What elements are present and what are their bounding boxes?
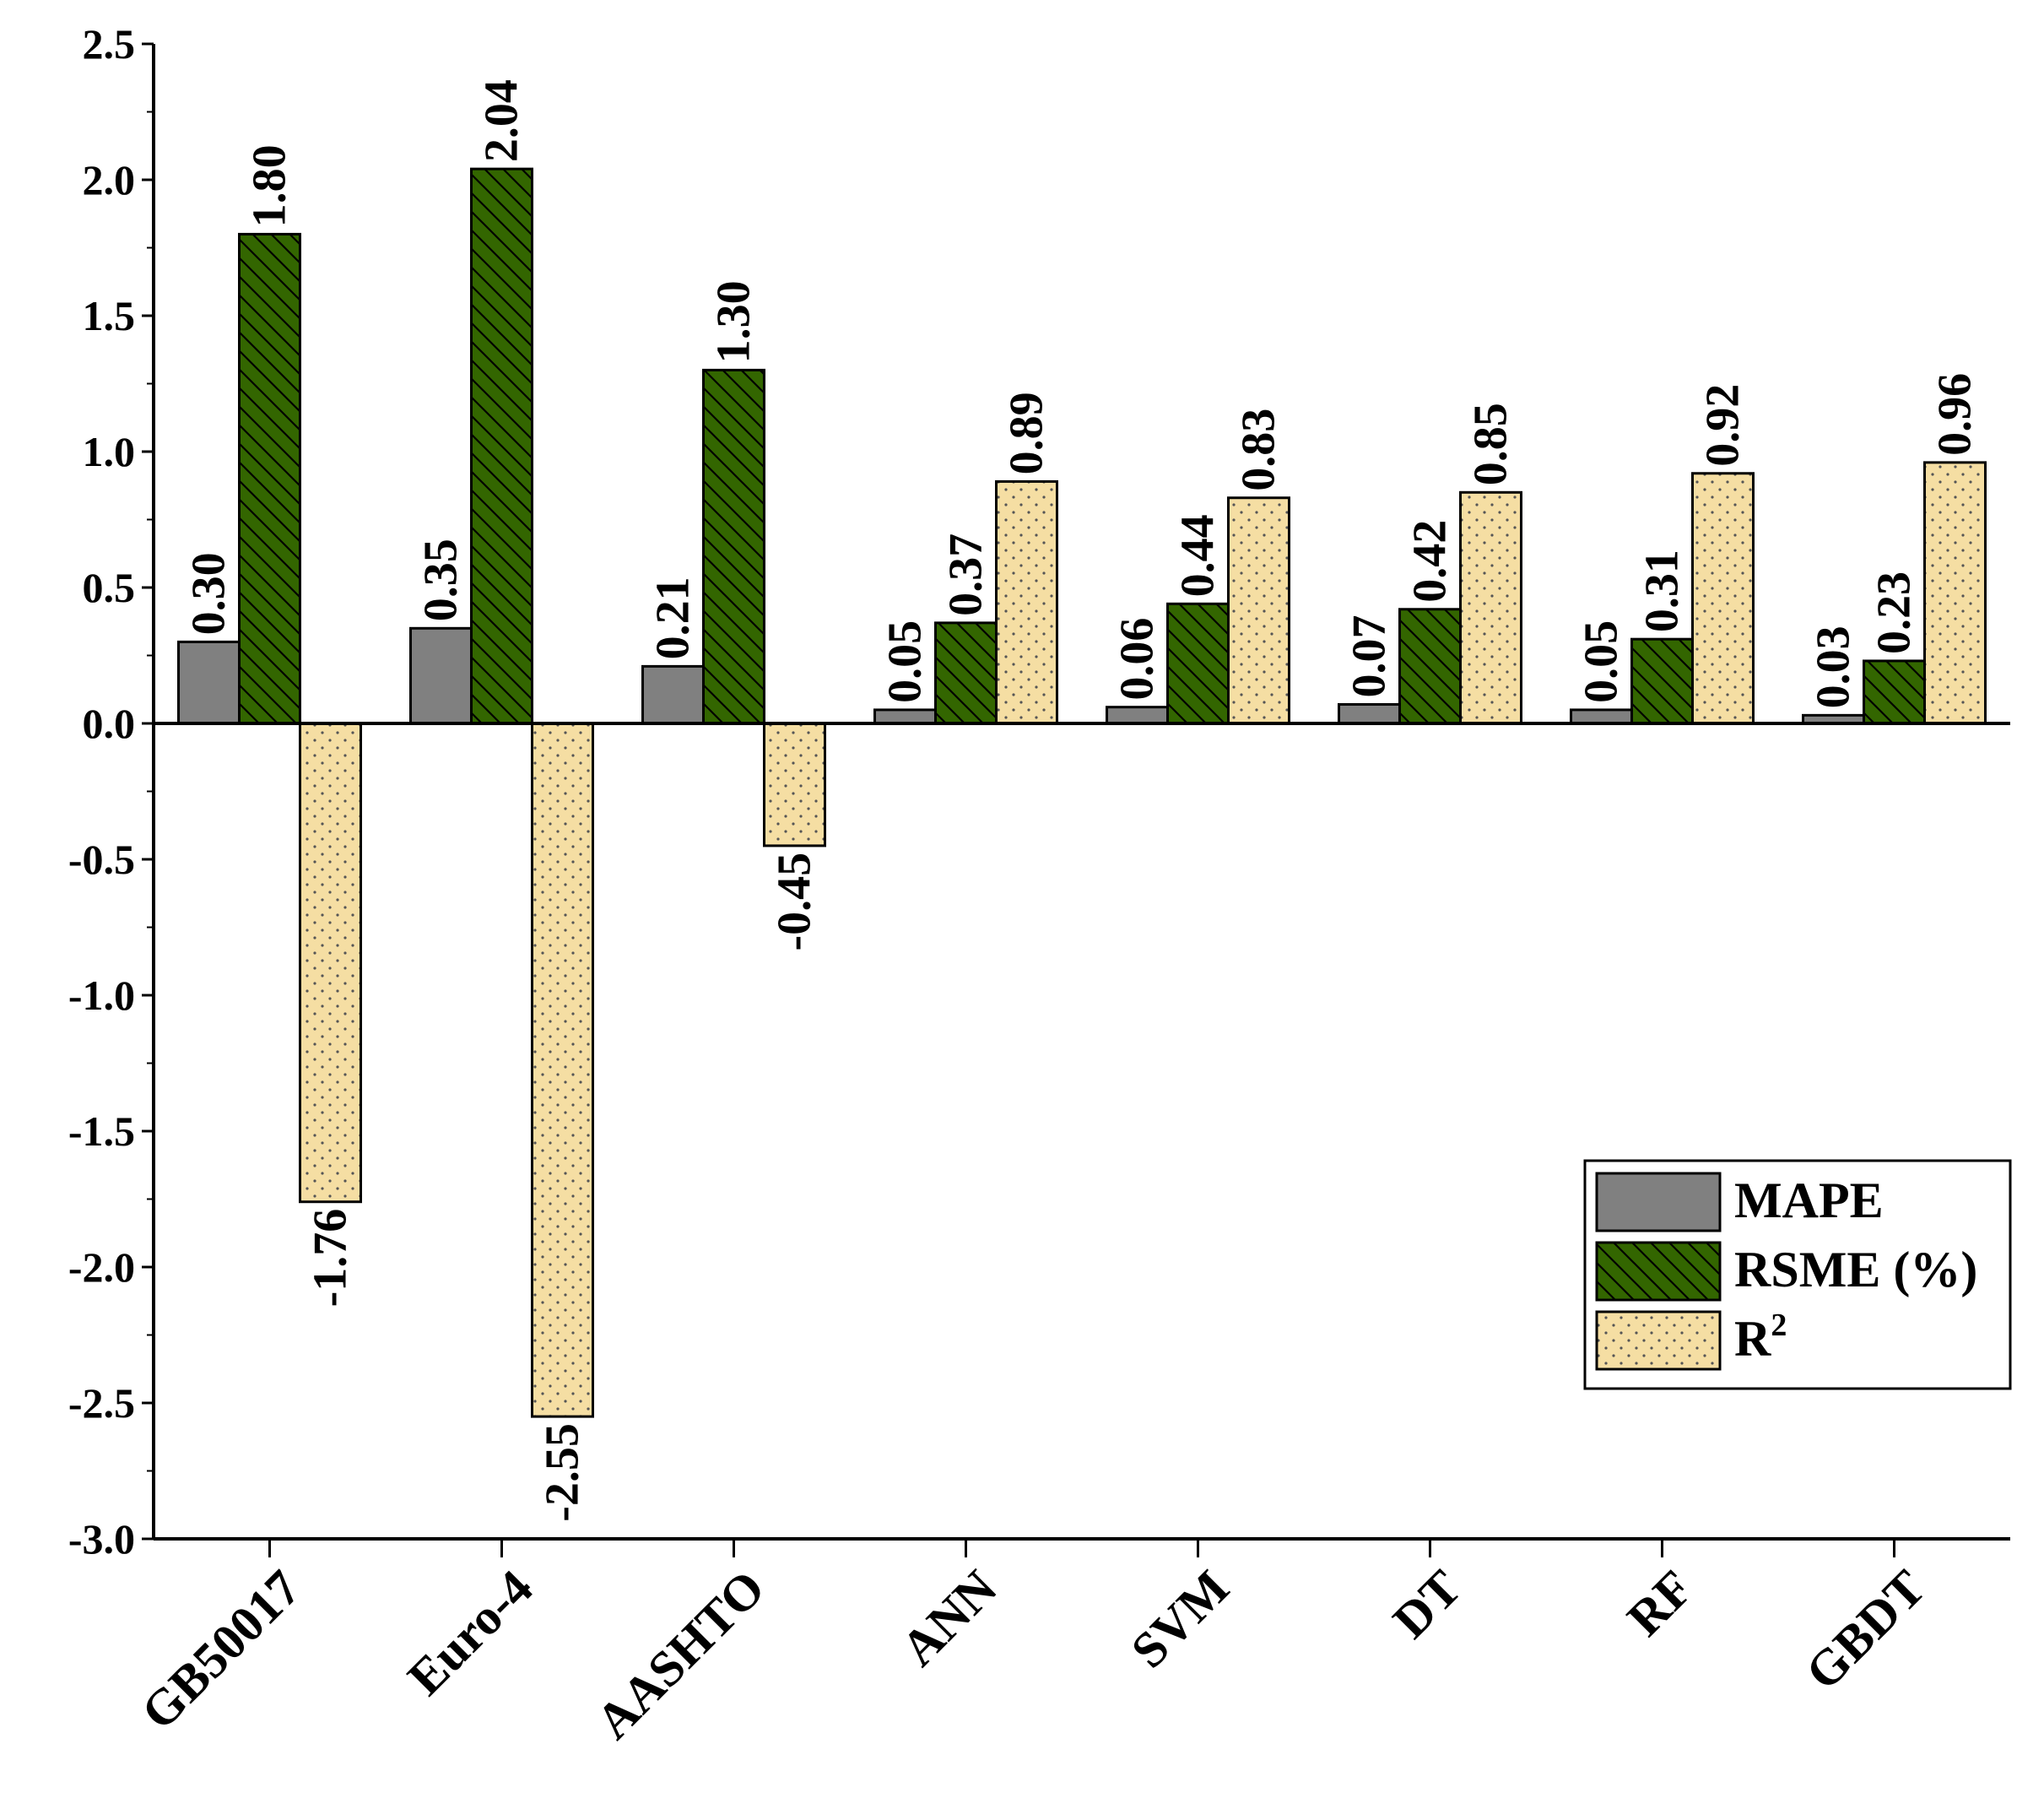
legend-swatch-rsme — [1595, 1241, 1722, 1302]
bar — [763, 722, 826, 848]
data-label: 0.03 — [1808, 626, 1860, 708]
bar — [299, 722, 362, 1204]
data-label: 0.30 — [183, 552, 235, 635]
bar — [1691, 472, 1755, 725]
bar — [238, 232, 301, 725]
data-label: 0.42 — [1404, 520, 1457, 603]
bar — [1338, 702, 1401, 725]
legend-label-r2-base: R — [1734, 1311, 1771, 1367]
bar — [409, 626, 473, 725]
data-label: 0.06 — [1111, 618, 1164, 701]
data-label: 0.05 — [1576, 620, 1628, 703]
y-tick-label: 2.5 — [83, 20, 136, 68]
x-tick-label: Euro-4 — [397, 1560, 543, 1706]
data-label: 0.37 — [940, 533, 992, 616]
data-label: 1.30 — [708, 280, 760, 363]
bar — [470, 167, 533, 725]
data-label: 0.85 — [1465, 403, 1517, 485]
data-label: 0.35 — [415, 539, 468, 621]
data-label: 0.05 — [879, 620, 932, 703]
value-labels: 0.30 1.80 -1.76 0.35 2.04 -2.55 0.21 1.30 -0.45 0… — [183, 79, 1982, 1522]
data-label: -1.76 — [305, 1209, 357, 1308]
bar — [1227, 496, 1290, 725]
bar — [1459, 490, 1522, 725]
bar — [1630, 637, 1694, 725]
x-tick-label: DT — [1382, 1560, 1472, 1649]
y-tick-label: -0.5 — [68, 836, 135, 883]
bar — [1106, 706, 1169, 725]
data-label: 1.80 — [244, 144, 296, 227]
x-tick-label: GBDT — [1795, 1560, 1936, 1701]
data-label: 0.44 — [1172, 514, 1225, 597]
data-label: 0.89 — [1001, 392, 1053, 474]
bar — [641, 664, 705, 725]
bar — [1398, 608, 1462, 725]
x-tick-label: GB50017 — [131, 1560, 311, 1741]
x-tick-label: ANN — [890, 1560, 1008, 1677]
x-tick-label: AASHTO — [586, 1560, 776, 1750]
data-label: -0.45 — [769, 853, 821, 951]
data-label: 0.07 — [1344, 615, 1396, 697]
legend-swatch-mape — [1595, 1172, 1722, 1232]
data-label: 0.83 — [1233, 409, 1285, 491]
y-tick-label: 2.0 — [83, 156, 136, 203]
y-tick-label: -2.0 — [68, 1243, 135, 1291]
data-label: 0.96 — [1929, 373, 1982, 456]
data-label: 0.21 — [647, 577, 700, 659]
legend-label-r2: R2 — [1734, 1308, 1787, 1367]
y-tick-label: -1.5 — [68, 1108, 135, 1155]
bar — [1570, 708, 1633, 725]
data-label: 0.31 — [1636, 550, 1689, 632]
y-tick-label: 1.0 — [83, 428, 136, 475]
data-label: 2.04 — [476, 79, 528, 162]
x-tick-label: SVM — [1121, 1560, 1240, 1679]
bar — [1166, 602, 1230, 725]
y-tick-label: -3.0 — [68, 1515, 135, 1562]
y-tick-label: 1.5 — [83, 292, 136, 339]
x-tick-label: RF — [1616, 1560, 1703, 1647]
y-tick-label: -2.5 — [68, 1379, 135, 1427]
data-label: -2.55 — [537, 1423, 589, 1522]
bar — [934, 621, 998, 725]
y-tick-label: -1.0 — [68, 972, 135, 1019]
bar — [702, 368, 765, 725]
y-tick-label: 0.0 — [83, 700, 136, 747]
legend-swatch-r2 — [1595, 1310, 1722, 1371]
bar — [531, 722, 594, 1418]
y-tick-label: 0.5 — [83, 564, 136, 611]
legend-label-r2-sup: 2 — [1771, 1308, 1787, 1343]
bar — [1923, 461, 1987, 725]
legend: MAPE RSME (%) R2 — [1583, 1159, 2012, 1390]
data-label: 0.92 — [1697, 384, 1749, 467]
legend-label-mape: MAPE — [1734, 1172, 1884, 1228]
legend-label-rsme: RSME (%) — [1734, 1242, 1977, 1297]
data-label: 0.23 — [1868, 571, 1921, 654]
bar — [1863, 659, 1926, 725]
bar — [873, 708, 937, 725]
bar — [177, 640, 241, 725]
bar — [995, 479, 1058, 725]
